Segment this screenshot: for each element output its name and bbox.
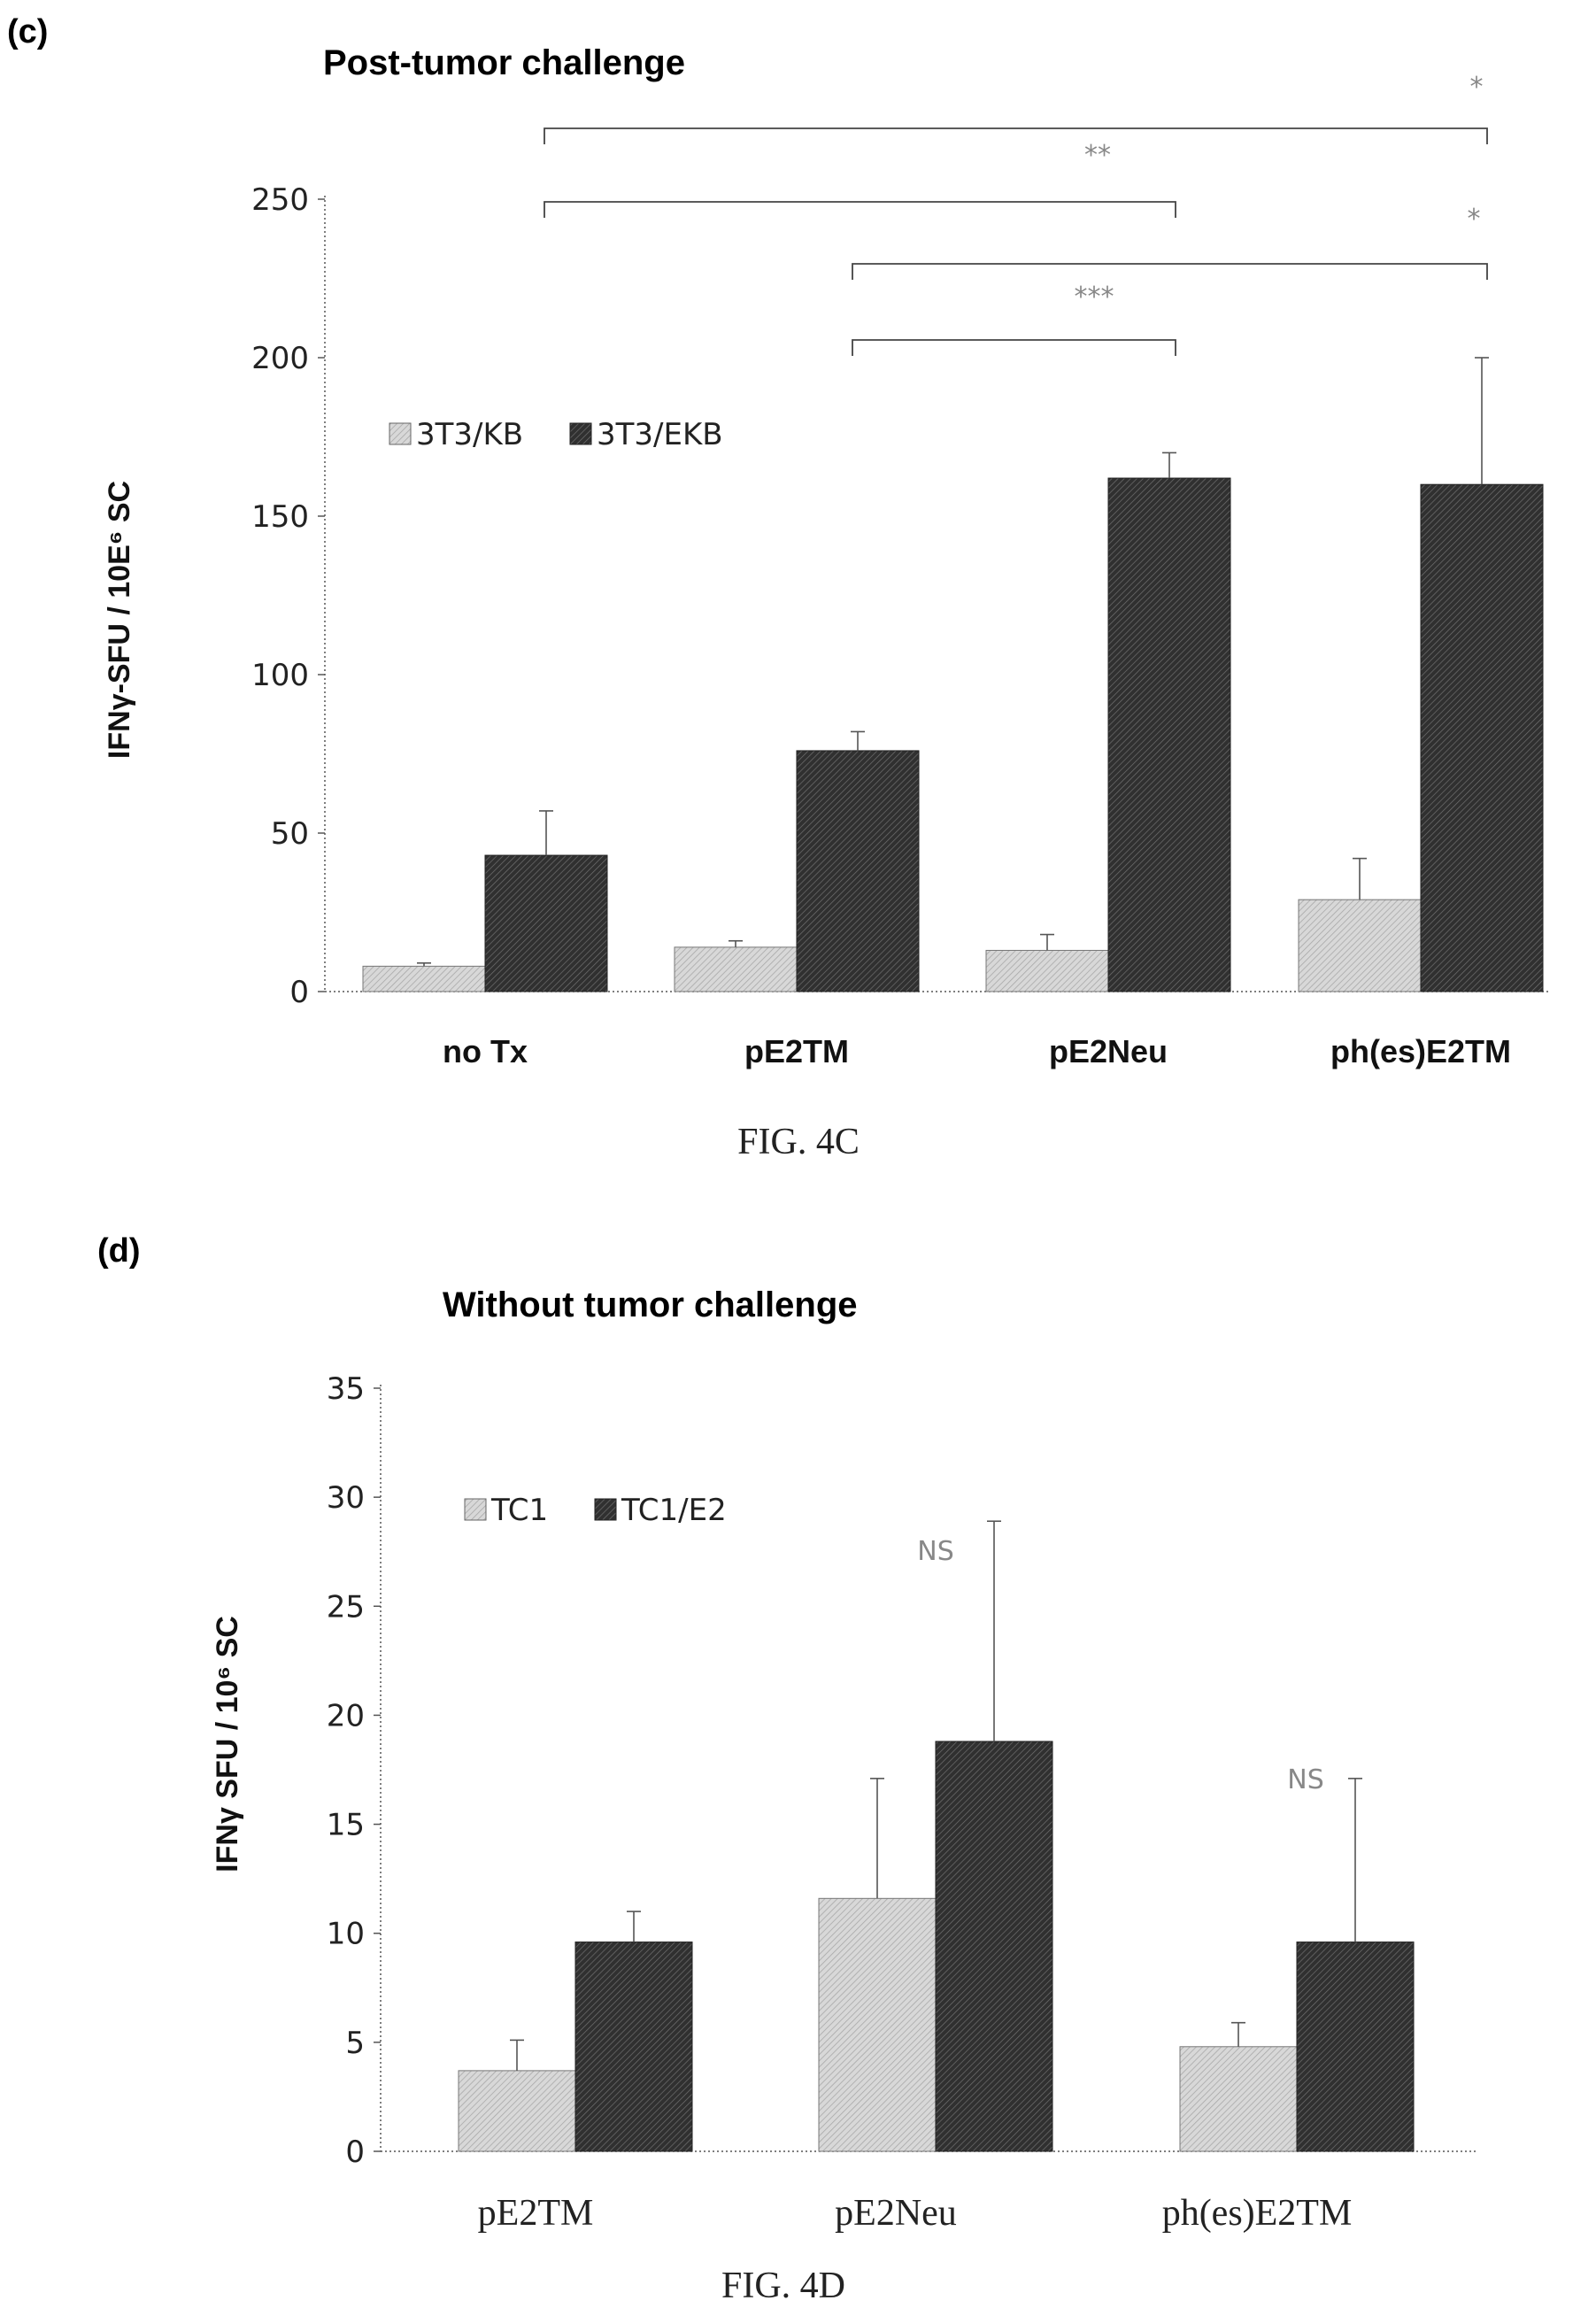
panel-c-y-axis-label: IFNγ-SFU / 10E⁶ SC — [103, 481, 136, 759]
y-tick-label: 100 — [251, 658, 309, 693]
x-category-label-no-tx: no Tx — [443, 1033, 528, 1069]
figure-caption-4c: FIG. 4C — [737, 1122, 860, 1162]
legend-label-3t3-kb: 3T3/KB — [416, 417, 523, 452]
y-tick-label: 25 — [327, 1589, 365, 1625]
y-tick-label: 5 — [345, 2026, 365, 2061]
bar-3t3-ekb-pe2neu — [1107, 477, 1231, 992]
legend-swatch-3t3-kb — [389, 422, 412, 445]
legend-label-tc1-e2: TC1/E2 — [621, 1493, 727, 1528]
significance-label: *** — [1075, 282, 1114, 313]
panel-c: (c) Post-tumor challenge IFNγ-SFU / 10E⁶… — [7, 13, 1549, 1162]
panel-d: (d) Without tumor challenge IFNγ SFU / 1… — [97, 1232, 1478, 2306]
bar-3t3-ekb-ph-es-e2tm — [1420, 483, 1544, 992]
y-tick-label: 30 — [327, 1480, 365, 1516]
legend-swatch-tc1 — [464, 1498, 487, 1521]
bar-tc1-ph-es-e2tm — [1179, 2046, 1298, 2152]
panel-d-legend: TC1 TC1/E2 — [464, 1493, 727, 1528]
y-tick-label: 15 — [327, 1808, 365, 1843]
x-category-label-ph-es-e2tm: ph(es)E2TM — [1330, 1033, 1511, 1069]
panel-d-y-axis-label: IFNγ SFU / 10⁶ SC — [211, 1616, 244, 1872]
y-tick-label: 20 — [327, 1698, 365, 1733]
ns-annotation-pe2neu: NS — [917, 1536, 953, 1567]
legend-label-tc1: TC1 — [490, 1493, 548, 1528]
panel-d-title: Without tumor challenge — [443, 1285, 858, 1324]
legend-swatch-tc1-e2 — [594, 1498, 617, 1521]
panel-c-letter: (c) — [7, 13, 48, 50]
bar-3t3-ekb-pe2tm — [796, 750, 920, 992]
legend-swatch-3t3-ekb — [569, 422, 592, 445]
bar-tc1-e2-pe2tm — [574, 1942, 693, 2152]
y-tick-label: 35 — [327, 1371, 365, 1407]
y-tick-label: 10 — [327, 1917, 365, 1952]
y-tick-label: 250 — [251, 182, 309, 218]
x-category-label-pe2tm: pE2TM — [744, 1033, 849, 1069]
x-category-label-pe2tm: pE2TM — [478, 2193, 594, 2234]
significance-bracket — [852, 263, 1488, 280]
bar-tc1-pe2tm — [458, 2070, 576, 2152]
significance-bracket — [852, 339, 1176, 356]
ns-annotation-ph-es-e2tm: NS — [1287, 1764, 1323, 1795]
legend-label-3t3-ekb: 3T3/EKB — [597, 417, 723, 452]
bar-tc1-pe2neu — [818, 1897, 937, 2152]
bar-tc1-e2-ph-es-e2tm — [1296, 1942, 1415, 2152]
bar-3t3-ekb-no-tx — [484, 854, 608, 992]
significance-bracket — [544, 201, 1176, 218]
panel-c-plot-area: 0 50 100 150 200 250 no Tx pE2TM pE2Neu ph(es)E2T… — [251, 72, 1549, 1069]
significance-label: * — [1468, 204, 1481, 235]
bar-3t3-kb-no-tx — [362, 965, 486, 992]
bar-tc1-e2-pe2neu — [935, 1741, 1053, 2152]
x-category-label-pe2neu: pE2Neu — [1049, 1033, 1168, 1069]
panel-c-legend: 3T3/KB 3T3/EKB — [389, 417, 723, 452]
y-tick-label: 50 — [271, 816, 309, 852]
bar-3t3-kb-pe2neu — [985, 949, 1109, 992]
y-tick-label: 150 — [251, 499, 309, 535]
y-tick-label: 0 — [345, 2135, 365, 2170]
panel-d-letter: (d) — [97, 1232, 141, 1270]
y-tick-label: 200 — [251, 341, 309, 376]
significance-label: ** — [1084, 140, 1111, 171]
bar-3t3-kb-ph-es-e2tm — [1298, 899, 1422, 992]
bar-3t3-kb-pe2tm — [674, 946, 798, 992]
y-tick-label: 0 — [289, 975, 309, 1010]
figure-caption-4d: FIG. 4D — [721, 2266, 845, 2306]
x-category-label-pe2neu: pE2Neu — [835, 2193, 957, 2234]
panel-c-title: Post-tumor challenge — [323, 43, 685, 82]
panel-d-plot-area: 0 5 10 15 20 25 30 35 pE2TM pE2Neu ph(es)E2TM NS NS — [327, 1371, 1478, 2234]
significance-bracket — [544, 127, 1488, 144]
x-category-label-ph-es-e2tm: ph(es)E2TM — [1162, 2193, 1353, 2234]
significance-label: * — [1470, 72, 1484, 103]
